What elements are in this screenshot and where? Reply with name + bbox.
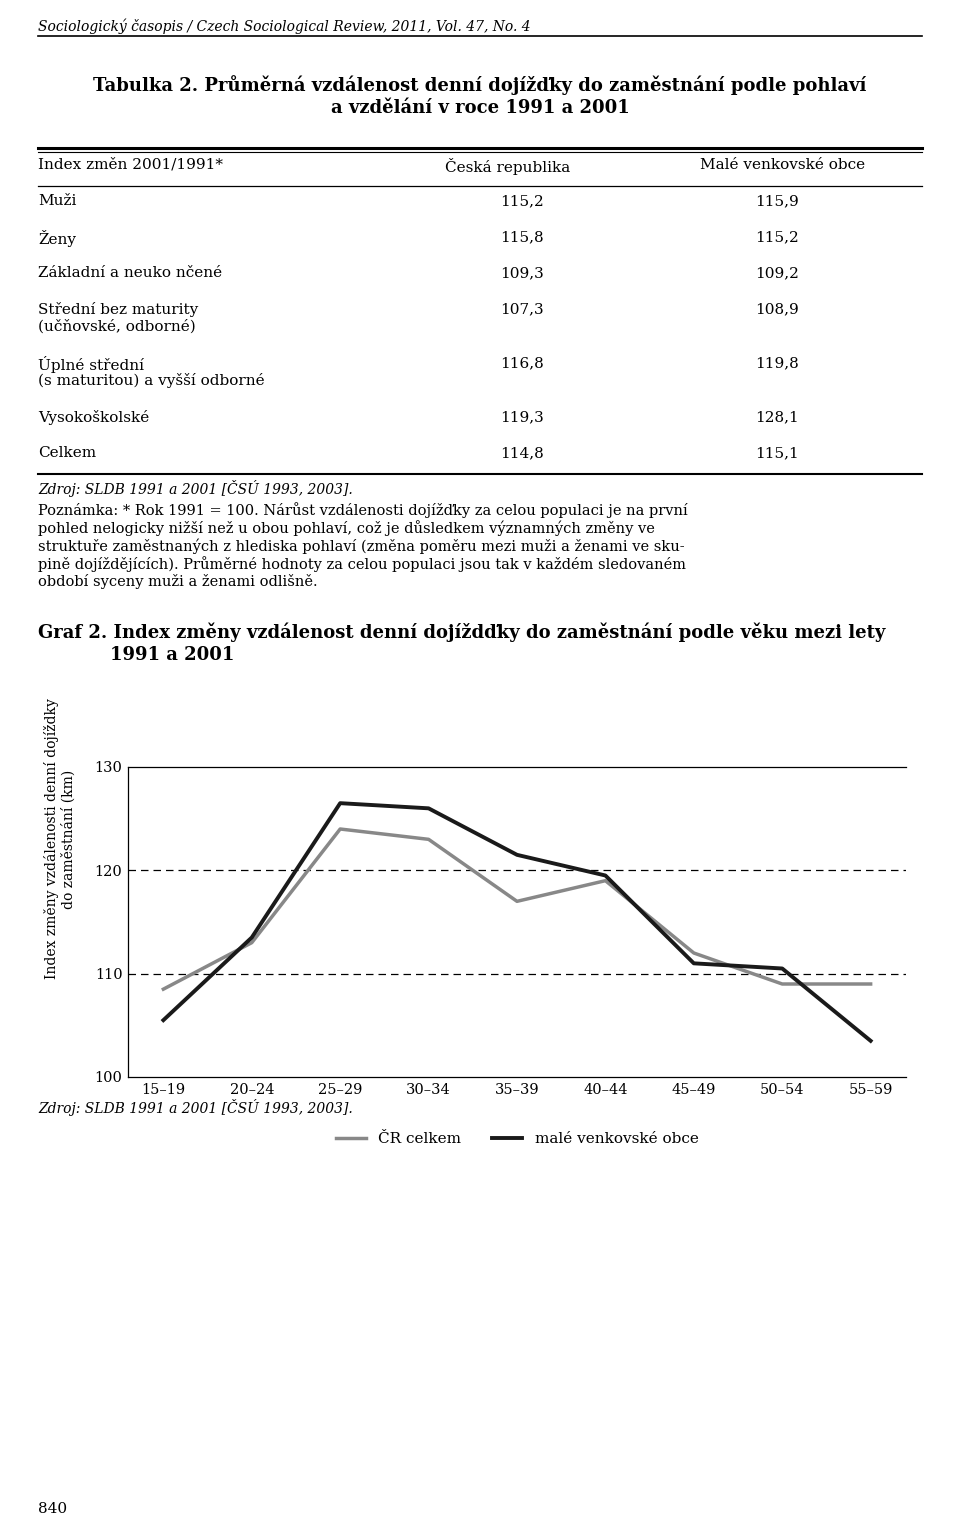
Text: 115,1: 115,1 [755,446,799,460]
Text: 114,8: 114,8 [500,446,543,460]
Text: 115,2: 115,2 [500,194,543,208]
Text: Malé venkovské obce: Malé venkovské obce [700,158,865,172]
Text: a vzdělání v roce 1991 a 2001: a vzdělání v roce 1991 a 2001 [330,98,630,117]
Text: Ženy: Ženy [38,231,76,248]
Text: 115,8: 115,8 [500,231,543,245]
Text: 109,2: 109,2 [755,266,799,280]
Text: Sociologický časopis / Czech Sociological Review, 2011, Vol. 47, No. 4: Sociologický časopis / Czech Sociologica… [38,18,531,34]
Text: 107,3: 107,3 [500,301,543,315]
Text: pině dojíždějících). Průměrné hodnoty za celou populaci jsou tak v každém sledov: pině dojíždějících). Průměrné hodnoty za… [38,557,686,572]
Text: Graf 2. Index změny vzdálenost denní dojíždďky do zaměstnání podle věku mezi let: Graf 2. Index změny vzdálenost denní doj… [38,621,885,641]
Text: 108,9: 108,9 [755,301,799,315]
Text: 119,3: 119,3 [500,411,543,424]
Text: 1991 a 2001: 1991 a 2001 [110,646,234,664]
Text: pohled nelogicky nižší než u obou pohlaví, což je důsledkem významných změny ve: pohled nelogicky nižší než u obou pohlav… [38,520,655,535]
Text: Základní a neuko nčené: Základní a neuko nčené [38,266,222,280]
Text: (učňovské, odborné): (učňovské, odborné) [38,318,196,334]
Text: Zdroj: SLDB 1991 a 2001 [ČSÚ 1993, 2003].: Zdroj: SLDB 1991 a 2001 [ČSÚ 1993, 2003]… [38,480,352,497]
Text: 128,1: 128,1 [755,411,799,424]
Text: Tabulka 2. Průměrná vzdálenost denní dojížďky do zaměstnání podle pohlaví: Tabulka 2. Průměrná vzdálenost denní doj… [93,75,867,95]
Text: Vysokoškolské: Vysokoškolské [38,411,149,424]
Text: struktuře zaměstnaných z hlediska pohlaví (změna poměru mezi muži a ženami ve sk: struktuře zaměstnaných z hlediska pohlav… [38,538,684,554]
Text: období syceny muži a ženami odlišně.: období syceny muži a ženami odlišně. [38,574,318,589]
Text: 119,8: 119,8 [755,355,799,371]
Text: Index změny vzdálenosti denní dojíždky
do zaměstnání (km): Index změny vzdálenosti denní dojíždky d… [44,698,76,980]
Text: Poznámka: * Rok 1991 = 100. Nárůst vzdálenosti dojížďky za celou populaci je na : Poznámka: * Rok 1991 = 100. Nárůst vzdál… [38,501,687,518]
Text: Celkem: Celkem [38,446,96,460]
Text: Úplné střední: Úplné střední [38,355,144,374]
Text: Střední bez maturity: Střední bez maturity [38,301,199,317]
Text: 115,9: 115,9 [755,194,799,208]
Text: Zdroj: SLDB 1991 a 2001 [ČSÚ 1993, 2003].: Zdroj: SLDB 1991 a 2001 [ČSÚ 1993, 2003]… [38,1100,352,1117]
Text: 116,8: 116,8 [500,355,543,371]
Text: 109,3: 109,3 [500,266,543,280]
Text: 840: 840 [38,1503,67,1516]
Text: Česká republika: Česká republika [445,158,570,175]
Text: Muži: Muži [38,194,77,208]
Legend: ČR celkem, malé venkovské obce: ČR celkem, malé venkovské obce [329,1126,705,1152]
Text: Index změn 2001/1991*: Index změn 2001/1991* [38,158,223,172]
Text: (s maturitou) a vyšší odborné: (s maturitou) a vyšší odborné [38,374,265,388]
Text: 115,2: 115,2 [755,231,799,245]
